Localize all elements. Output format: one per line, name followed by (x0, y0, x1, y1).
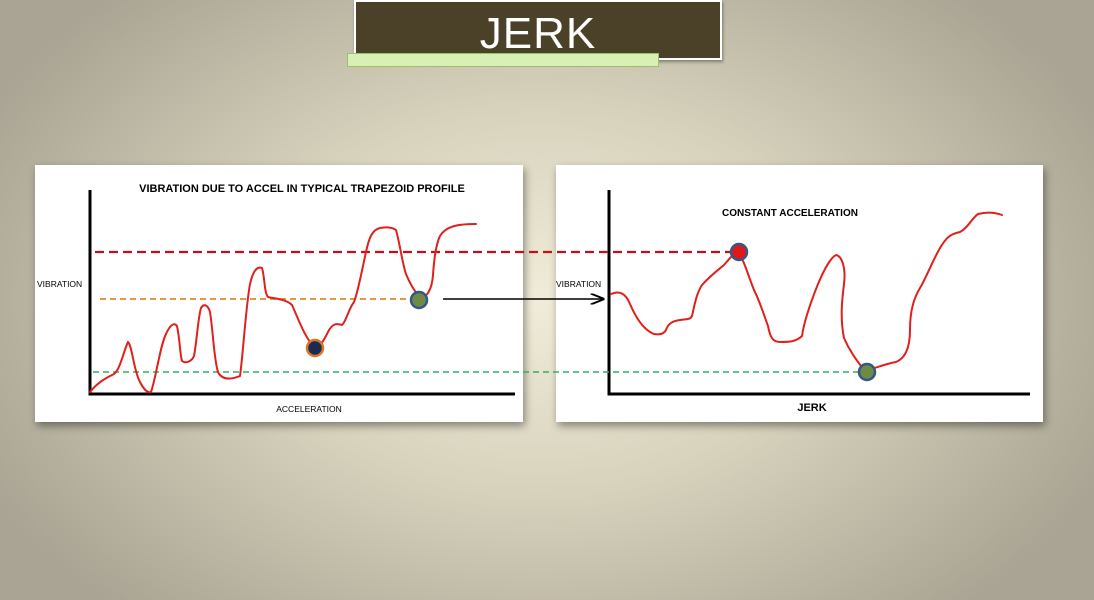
right-peak-marker (729, 242, 749, 262)
right-trough-marker (857, 362, 877, 382)
left-axes (88, 190, 515, 396)
right-vibration-curve (610, 211, 1003, 371)
left-chart-title: VIBRATION DUE TO ACCEL IN TYPICAL TRAPEZ… (139, 183, 465, 195)
right-y-axis-label: VIBRATION (556, 279, 601, 289)
left-y-axis-label: VIBRATION (37, 279, 82, 289)
left-trough-marker (305, 338, 325, 358)
right-axes (607, 190, 1030, 396)
right-chart-title: CONSTANT ACCELERATION (722, 208, 858, 219)
left-chart-panel (35, 165, 523, 422)
left-x-axis-label: ACCELERATION (276, 404, 342, 414)
slide-title: JERK (354, 0, 722, 60)
title-accent-bar (347, 53, 659, 67)
right-x-axis-label: JERK (797, 402, 826, 414)
left-vibration-curve (89, 223, 477, 394)
left-peak-marker (409, 290, 429, 310)
right-chart-panel (556, 165, 1043, 422)
